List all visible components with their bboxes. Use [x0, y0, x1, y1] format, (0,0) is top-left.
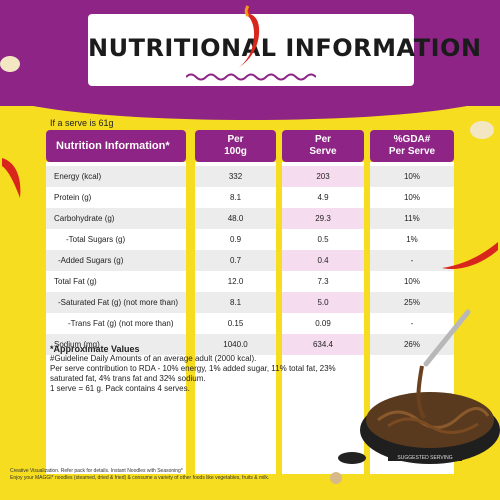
bowl-caption-bg — [388, 452, 462, 461]
noodle-strand — [416, 365, 426, 419]
footnotes: *Approximate Values #Guideline Daily Amo… — [50, 344, 350, 394]
header-gda-line2: Per Serve — [388, 146, 436, 157]
cell-per-100g: 8.1 — [195, 292, 276, 313]
cell-gda: - — [370, 250, 454, 271]
noodle-strand — [387, 417, 479, 434]
fork-icon — [423, 309, 471, 367]
header-per-serve-line2: Serve — [309, 146, 337, 157]
row-label: Sodium (mg) — [46, 334, 186, 355]
cell-gda: 11% — [370, 208, 454, 229]
header-per-100g-line1: Per — [227, 134, 244, 145]
table-row: Energy (kcal) 332 203 10% — [46, 166, 454, 187]
row-label: -Trans Fat (g) (not more than) — [68, 319, 174, 328]
cell-per-serve: 0.09 — [315, 319, 331, 328]
cell-per-100g: 0.9 — [229, 235, 242, 244]
row-label: Energy (kcal) — [46, 166, 186, 187]
cell-per-100g: 332 — [195, 166, 276, 187]
serve-pack-note: 1 serve = 61 g. Pack contains 4 serves. — [50, 384, 190, 393]
noodle-fill — [366, 392, 494, 448]
guideline-note: #Guideline Daily Amounts of an average a… — [50, 354, 257, 363]
cell-per-serve: 29.3 — [282, 208, 364, 229]
serve-size-note: If a serve is 61g — [50, 118, 114, 128]
cell-gda: 10% — [403, 277, 420, 286]
header-gda-line1: %GDA# — [393, 134, 431, 145]
noodle-strand — [377, 407, 490, 429]
row-label: -Total Sugars (g) — [66, 235, 126, 244]
cell-per-100g: 0.15 — [227, 319, 244, 328]
bowl-caption: SUGGESTED SERVING — [397, 455, 452, 461]
sauce-dish — [338, 452, 366, 464]
cell-per-100g: 48.0 — [195, 208, 276, 229]
row-label: -Added Sugars (g) — [46, 250, 186, 271]
cell-gda: 1% — [406, 235, 418, 244]
approx-note: *Approximate Values — [50, 344, 140, 354]
garlic-clove — [330, 472, 342, 484]
rda-note-line2: saturated fat, 4% trans fat and 32% sodi… — [50, 374, 206, 383]
header-per-serve-line1: Per — [314, 134, 332, 145]
cell-per-serve: 0.4 — [282, 250, 364, 271]
cell-per-serve: 4.9 — [317, 193, 329, 202]
cell-per-100g: 8.1 — [229, 193, 242, 202]
header-per-100g-line2: 100g — [224, 146, 247, 157]
table-row: Total Fat (g) 12.0 7.3 10% — [46, 271, 454, 292]
cell-per-serve: 7.3 — [317, 277, 329, 286]
table-row: Carbohydrate (g) 48.0 29.3 11% — [46, 208, 454, 229]
cell-gda: - — [410, 319, 414, 328]
squiggle-decoration — [186, 73, 316, 81]
header-per-serve: Per Serve — [282, 130, 364, 162]
chili-icon — [238, 5, 260, 68]
cell-gda: 26% — [370, 334, 454, 355]
garlic-icon — [0, 56, 20, 72]
header-label-text: Nutrition Information* — [56, 140, 170, 152]
row-label: Total Fat (g) — [54, 277, 97, 286]
cell-per-serve: 203 — [282, 166, 364, 187]
row-label: -Saturated Fat (g) (not more than) — [46, 292, 186, 313]
noodle-bowl-image: SUGGESTED SERVING — [330, 309, 500, 484]
header-nutrition-information: Nutrition Information* — [46, 130, 186, 162]
chili-icon — [442, 242, 498, 270]
row-label: Carbohydrate (g) — [46, 208, 186, 229]
page-title: NUTRITIONAL INFORMATION — [88, 34, 482, 62]
cell-gda: 25% — [370, 292, 454, 313]
table-row: -Total Sugars (g) 0.9 0.5 1% — [46, 229, 454, 250]
garlic-icon — [470, 121, 494, 139]
chili-icon — [2, 158, 21, 198]
header-gda-per-serve: %GDA# Per Serve — [370, 130, 454, 162]
cell-per-serve: 0.5 — [317, 235, 329, 244]
header-per-100g: Per 100g — [195, 130, 276, 162]
cell-gda: 10% — [403, 193, 420, 202]
cell-per-serve: 5.0 — [282, 292, 364, 313]
cell-gda: 10% — [370, 166, 454, 187]
footer-line1: Creative Visualization. Refer pack for d… — [10, 468, 183, 474]
cell-per-100g: 1040.0 — [195, 334, 276, 355]
table-row: -Trans Fat (g) (not more than) 0.15 0.09… — [46, 313, 454, 334]
table-row: -Saturated Fat (g) (not more than) 8.1 5… — [46, 292, 454, 313]
title-banner: NUTRITIONAL INFORMATION — [88, 14, 482, 86]
table-row: Sodium (mg) 1040.0 634.4 26% — [46, 334, 454, 355]
footer-line2: Enjoy your MAGGI* noodles (steamed, drie… — [10, 475, 270, 481]
footer-disclaimer: Creative Visualization. Refer pack for d… — [10, 468, 340, 482]
rda-note-line1: Per serve contribution to RDA - 10% ener… — [50, 364, 336, 373]
cell-per-100g: 12.0 — [227, 277, 244, 286]
cell-per-100g: 0.7 — [195, 250, 276, 271]
table-row: -Added Sugars (g) 0.7 0.4 - — [46, 250, 454, 271]
row-label: Protein (g) — [54, 193, 92, 202]
cell-per-serve: 634.4 — [282, 334, 364, 355]
table-row: Protein (g) 8.1 4.9 10% — [46, 187, 454, 208]
